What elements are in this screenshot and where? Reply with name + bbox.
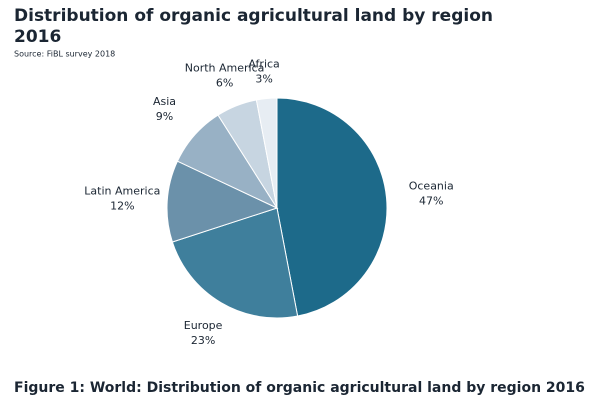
slice-label: Europe [184, 319, 223, 332]
caption: Figure 1: World: Distribution of organic… [14, 380, 585, 396]
slice-label: North America [185, 62, 265, 75]
slice-label: Africa [248, 58, 279, 71]
slice-label: Latin America [84, 184, 160, 197]
value-label: 47% [419, 194, 443, 207]
pie-slice [255, 97, 278, 209]
slice-label: Oceania [409, 179, 454, 192]
chart-title: Distribution of organic agricultural lan… [14, 6, 493, 26]
pie-slice [276, 97, 388, 317]
value-label: 9% [156, 110, 173, 123]
value-label: 3% [255, 73, 272, 86]
chart-subtitle: 2016 [14, 27, 61, 47]
slice-label: Asia [153, 95, 176, 108]
value-label: 12% [110, 199, 134, 212]
value-label: 6% [216, 77, 233, 90]
pie-slice [166, 160, 279, 243]
value-label: 23% [191, 334, 215, 347]
source: Source: FiBL survey 2018 [14, 50, 115, 59]
pie-slice [171, 207, 299, 319]
